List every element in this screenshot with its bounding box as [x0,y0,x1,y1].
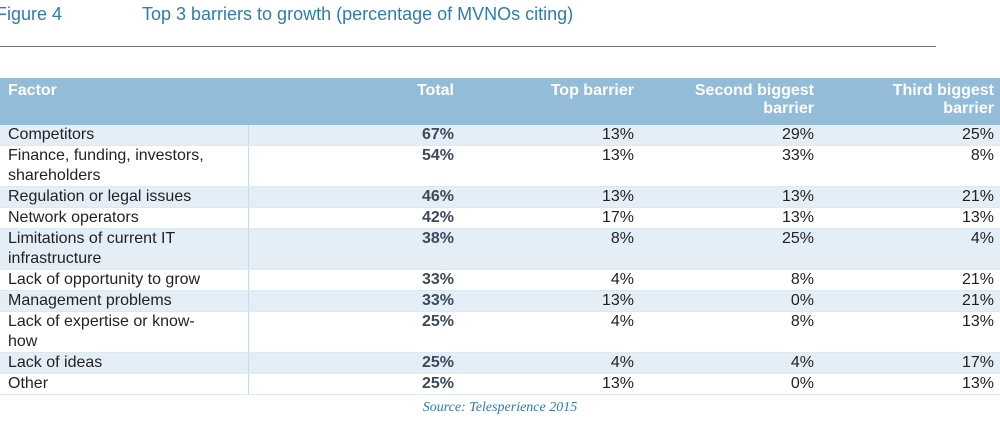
cell-total: 25% [248,373,460,395]
cell-total: 33% [248,269,460,291]
cell-total: 46% [248,186,460,208]
cell-total: 25% [248,311,460,353]
cell-top: 17% [460,207,640,229]
table-row: Finance, funding, investors, shareholders… [0,145,1000,187]
cell-third: 17% [820,352,1000,374]
cell-factor: Network operators [0,207,249,229]
cell-second: 33% [640,145,820,187]
header-second-barrier: Second biggest barrier [640,78,820,125]
header-top-barrier: Top barrier [460,78,640,125]
cell-third: 21% [820,186,1000,208]
header-divider [0,46,936,47]
cell-factor: Lack of ideas [0,352,249,374]
table-body: Competitors 67% 13% 29% 25% Finance, fun… [0,125,1000,395]
cell-factor: Regulation or legal issues [0,186,249,208]
cell-total: 54% [248,145,460,187]
cell-second: 13% [640,207,820,229]
cell-third: 21% [820,290,1000,312]
cell-top: 13% [460,186,640,208]
table-row: Network operators 42% 17% 13% 13% [0,207,1000,229]
figure-label: Figure 4 [0,4,63,24]
cell-factor: Finance, funding, investors, shareholders [0,145,249,187]
cell-second: 13% [640,186,820,208]
figure-title: Top 3 barriers to growth (percentage of … [142,4,574,24]
cell-third: 25% [820,125,1000,146]
cell-top: 4% [460,311,640,353]
barriers-table: Factor Total Top barrier Second biggest b… [0,78,1000,395]
header-third-barrier: Third biggest barrier [820,78,1000,125]
cell-second: 8% [640,311,820,353]
cell-third: 21% [820,269,1000,291]
cell-top: 13% [460,125,640,146]
cell-factor: Management problems [0,290,249,312]
cell-third: 13% [820,373,1000,395]
cell-third: 4% [820,228,1000,270]
table-row: Management problems 33% 13% 0% 21% [0,290,1000,312]
cell-second: 8% [640,269,820,291]
cell-factor: Limitations of current IT infrastructure [0,228,249,270]
table-row: Other 25% 13% 0% 13% [0,373,1000,395]
table-row: Regulation or legal issues 46% 13% 13% 2… [0,186,1000,208]
cell-third: 8% [820,145,1000,187]
cell-total: 38% [248,228,460,270]
figure-header: Figure 4 Top 3 barriers to growth (perce… [0,0,1000,44]
table-row: Lack of expertise or know-how 25% 4% 8% … [0,311,1000,353]
cell-third: 13% [820,311,1000,353]
cell-second: 25% [640,228,820,270]
cell-factor: Other [0,373,249,395]
header-total: Total [248,78,460,125]
cell-second: 0% [640,290,820,312]
cell-factor: Lack of opportunity to grow [0,269,249,291]
table-header: Factor Total Top barrier Second biggest b… [0,78,1000,125]
cell-total: 25% [248,352,460,374]
header-row: Factor Total Top barrier Second biggest b… [0,78,1000,125]
cell-top: 13% [460,290,640,312]
cell-factor: Lack of expertise or know-how [0,311,249,353]
cell-top: 13% [460,373,640,395]
cell-third: 13% [820,207,1000,229]
header-factor: Factor [0,78,248,125]
source-caption: Source: Telesperience 2015 [422,400,578,415]
cell-second: 29% [640,125,820,146]
table-row: Competitors 67% 13% 29% 25% [0,125,1000,146]
cell-total: 42% [248,207,460,229]
cell-second: 0% [640,373,820,395]
cell-total: 67% [248,125,460,146]
cell-total: 33% [248,290,460,312]
barriers-table-container: Factor Total Top barrier Second biggest b… [0,78,1000,395]
table-row: Lack of opportunity to grow 33% 4% 8% 21… [0,269,1000,291]
cell-top: 4% [460,269,640,291]
cell-top: 4% [460,352,640,374]
cell-factor: Competitors [0,125,249,146]
cell-top: 8% [460,228,640,270]
cell-top: 13% [460,145,640,187]
cell-second: 4% [640,352,820,374]
table-row: Lack of ideas 25% 4% 4% 17% [0,352,1000,374]
table-row: Limitations of current IT infrastructure … [0,228,1000,270]
